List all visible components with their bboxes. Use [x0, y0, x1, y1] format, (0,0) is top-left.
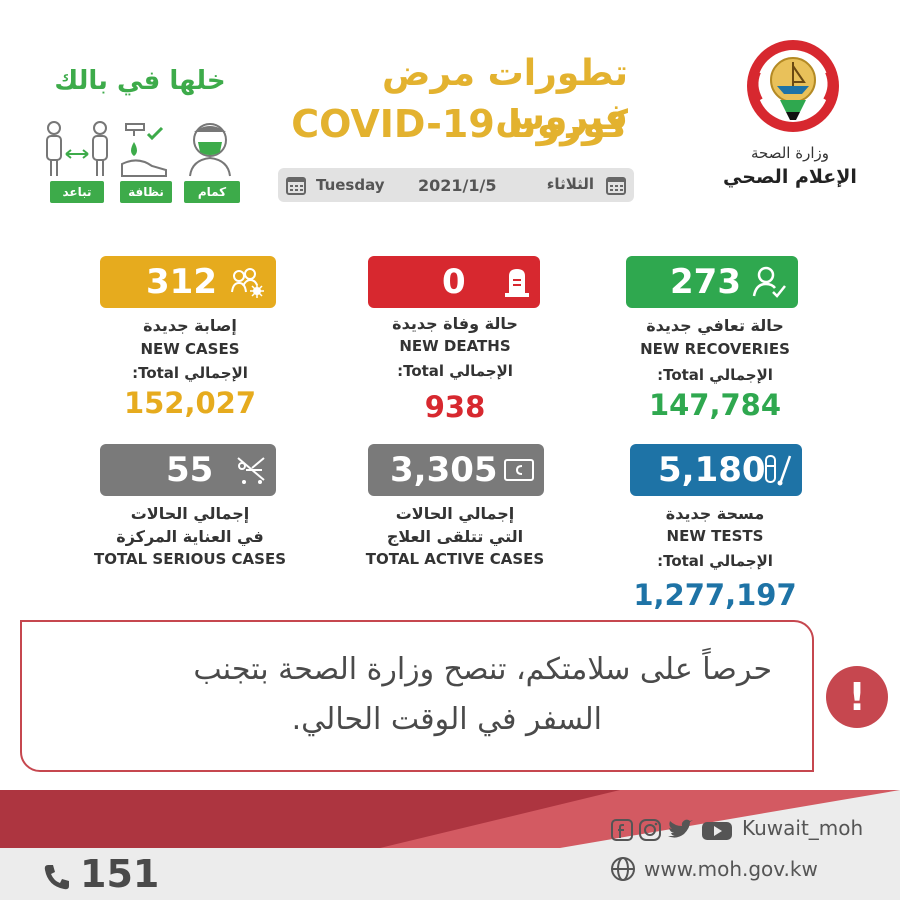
tips-title: خلها في بالك — [54, 66, 226, 96]
active-cases-label-arabic-line2: التي تتلقى العلاج — [386, 527, 524, 546]
new-cases-total-label: الإجمالي Total: — [132, 364, 248, 382]
globe-icon — [611, 857, 635, 881]
advisory-box: حرصاً على سلامتكم، تنصح وزارة الصحة بتجن… — [20, 620, 814, 772]
active-cases-label-arabic: إجمالي الحالات — [395, 504, 515, 523]
new-cases-label-arabic: إصابة جديدة — [143, 316, 237, 335]
tests-label-english: NEW TESTS — [666, 527, 764, 545]
exclamation-icon: ! — [826, 666, 888, 728]
test-tube-icon — [765, 455, 792, 486]
active-cases-value: 3,305 — [390, 450, 498, 490]
deaths-label-english: NEW DEATHS — [399, 337, 511, 355]
virus-people-icon — [231, 268, 264, 298]
tests-card: 5,180 — [630, 444, 802, 496]
serious-cases-label-arabic-line2: في العناية المركزة — [116, 527, 264, 546]
twitter-icon — [668, 819, 693, 838]
date-bar: Tuesday 2021/1/5 الثلاثاء — [278, 168, 634, 202]
tip-label-distancing: تباعد — [50, 181, 104, 203]
distancing-icon — [46, 121, 108, 176]
deaths-label-arabic: حالة وفاة جديدة — [392, 314, 518, 333]
serious-cases-card: 55 — [100, 444, 276, 496]
tests-total-label: الإجمالي Total: — [657, 552, 773, 570]
new-cases-total: 152,027 — [123, 386, 257, 420]
date-value: 2021/1/5 — [418, 176, 497, 195]
facebook-icon — [611, 819, 633, 841]
social-icons-group — [611, 819, 732, 841]
advisory-text-line1: حرصاً على سلامتكم، تنصح وزارة الصحة بتجن… — [193, 652, 772, 687]
tip-label-hygiene: نظافة — [120, 181, 172, 203]
website-link[interactable]: www.moh.gov.kw — [644, 857, 818, 881]
ministry-unit: الإعلام الصحي — [723, 166, 857, 188]
recoveries-label-english: NEW RECOVERIES — [640, 340, 790, 358]
new-cases-value: 312 — [146, 262, 217, 302]
date-day-english: Tuesday — [316, 176, 385, 194]
tests-total: 1,277,197 — [633, 578, 797, 612]
deaths-card: 0 — [368, 256, 540, 308]
social-handle[interactable]: Kuwait_moh — [742, 816, 864, 840]
phone-icon — [44, 865, 69, 890]
deaths-total-label: الإجمالي Total: — [397, 362, 513, 380]
date-day-arabic: الثلاثاء — [546, 175, 594, 193]
handwash-icon — [121, 123, 167, 177]
footer-contact-area — [0, 848, 900, 900]
deaths-total: 938 — [424, 390, 486, 424]
ministry-logo — [747, 40, 839, 132]
recoveries-card: 273 — [626, 256, 798, 308]
active-cases-label-english: TOTAL ACTIVE CASES — [365, 550, 545, 568]
hospital-bed-icon — [504, 459, 534, 481]
footer-band — [0, 790, 900, 848]
tests-value: 5,180 — [658, 450, 766, 490]
mask-icon — [189, 123, 231, 177]
instagram-icon — [639, 819, 661, 841]
active-cases-card: 3,305 — [368, 444, 544, 496]
tip-label-mask: كمام — [184, 181, 240, 203]
new-cases-label-english: NEW CASES — [140, 340, 240, 358]
youtube-icon — [702, 822, 732, 840]
advisory-text-line2: السفر في الوقت الحالي. — [291, 702, 602, 737]
recoveries-label-arabic: حالة تعافي جديدة — [646, 316, 784, 335]
serious-cases-value: 55 — [166, 450, 214, 490]
recoveries-total-label: الإجمالي Total: — [657, 366, 773, 384]
new-cases-card: 312 — [100, 256, 276, 308]
page-title-arabic: تطورات مرض فيروس — [381, 53, 628, 138]
calendar-icon — [286, 177, 306, 195]
calendar-icon — [606, 177, 626, 195]
stretcher-icon — [237, 457, 265, 484]
hotline-number[interactable]: 151 — [80, 852, 160, 896]
serious-cases-label-arabic: إجمالي الحالات — [130, 504, 250, 523]
recovered-person-icon — [752, 266, 786, 298]
ministry-name: وزارة الصحة — [751, 144, 829, 162]
page-title-covid: كورونا COVID-19 — [291, 102, 628, 146]
tests-label-arabic: مسحة جديدة — [665, 504, 765, 523]
recoveries-total: 147,784 — [648, 388, 782, 422]
recoveries-value: 273 — [670, 262, 741, 302]
deaths-value: 0 — [442, 262, 466, 302]
serious-cases-label-english: TOTAL SERIOUS CASES — [93, 550, 287, 568]
tombstone-icon — [505, 269, 529, 297]
